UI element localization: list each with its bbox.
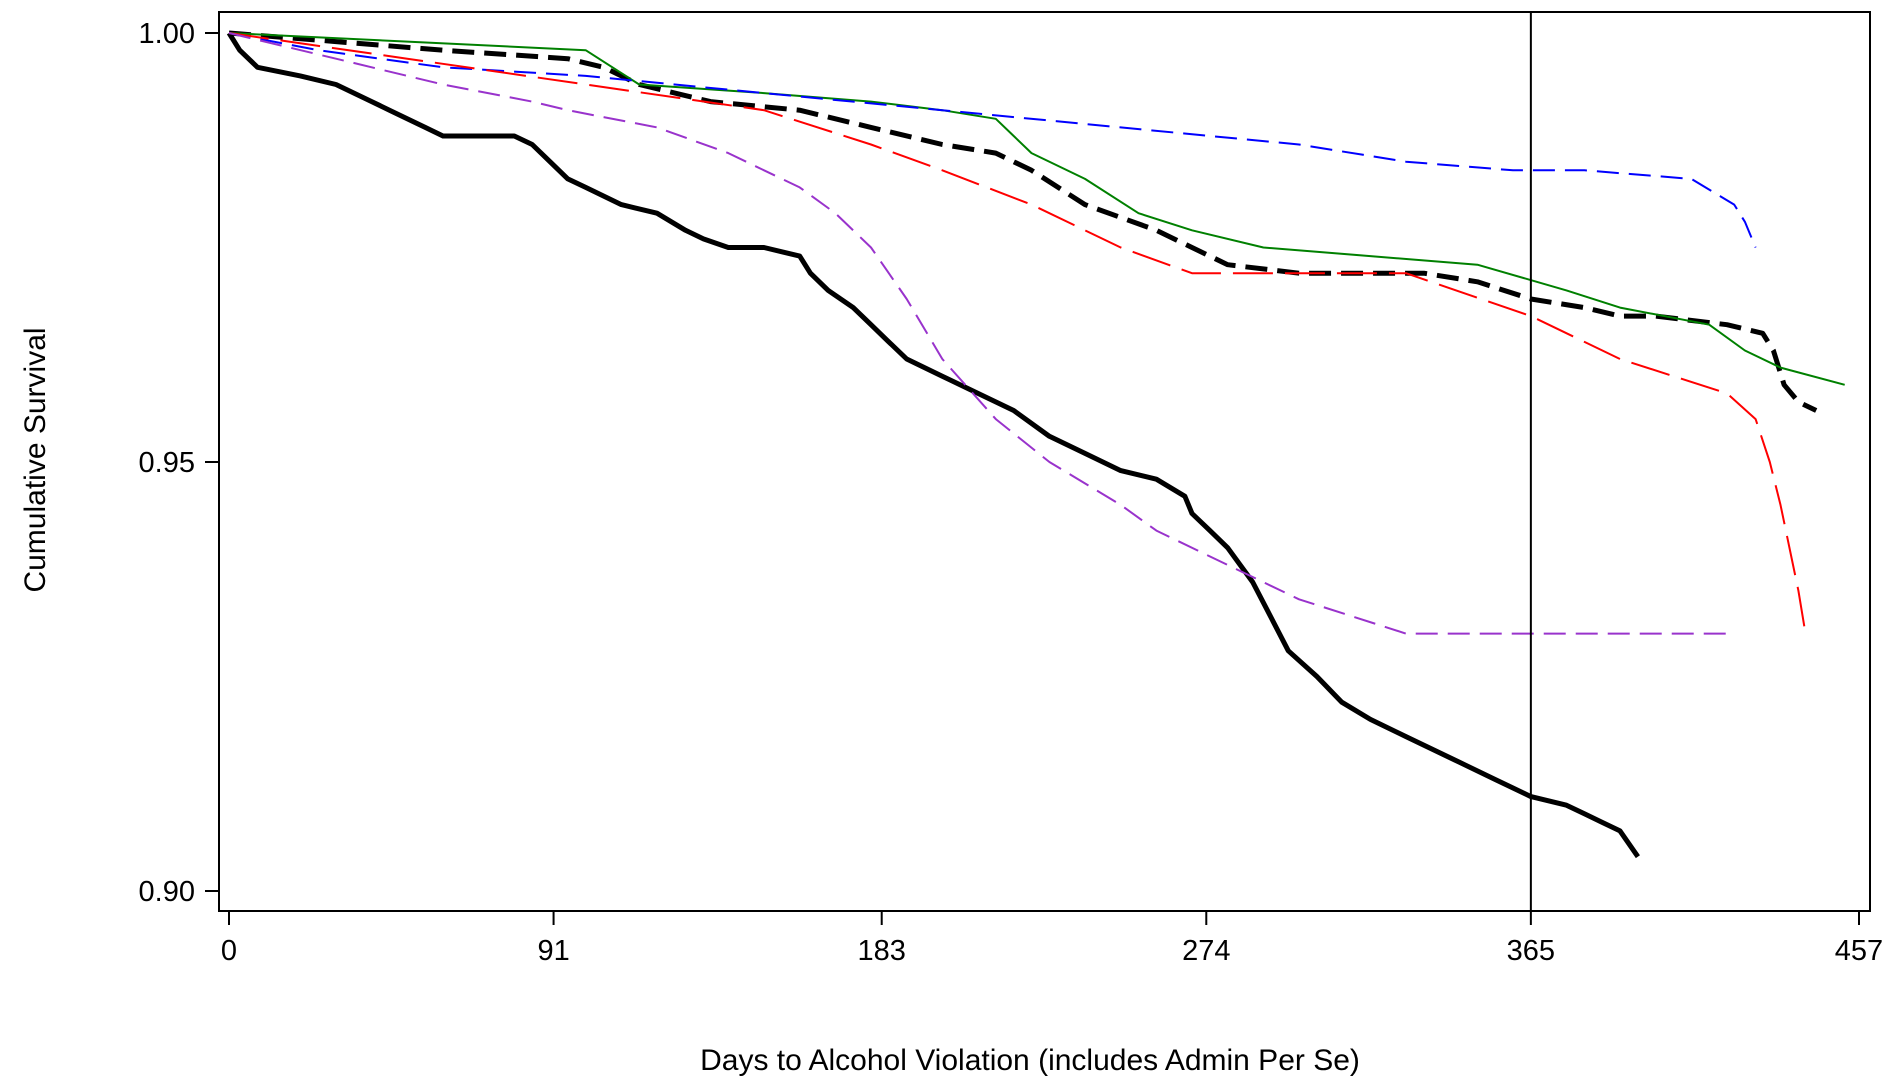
y-tick-label: 0.95 bbox=[139, 447, 195, 479]
y-axis: 0.90 0.95 1.00 bbox=[139, 18, 219, 908]
x-axis: 0 91 183 274 365 457 bbox=[221, 911, 1883, 967]
series-line-2 bbox=[228, 30, 1818, 413]
x-axis-title: Days to Alcohol Violation (includes Admi… bbox=[700, 1044, 1360, 1077]
series-line-1 bbox=[226, 31, 1640, 859]
x-tick-label: 0 bbox=[221, 935, 237, 967]
series-line-3 bbox=[228, 32, 1845, 386]
y-tick-label: 0.90 bbox=[139, 876, 195, 908]
x-tick-label: 274 bbox=[1182, 935, 1230, 967]
x-tick-label: 457 bbox=[1835, 935, 1883, 967]
x-tick-label: 183 bbox=[858, 935, 906, 967]
series-layer bbox=[226, 30, 1845, 859]
series-line-6 bbox=[228, 32, 1727, 635]
y-axis-title: Cumulative Survival bbox=[19, 327, 52, 592]
y-tick-label: 1.00 bbox=[139, 18, 195, 50]
x-tick-label: 91 bbox=[537, 935, 569, 967]
series-line-5 bbox=[228, 32, 1807, 634]
x-tick-label: 365 bbox=[1507, 935, 1555, 967]
plot-frame bbox=[218, 11, 1871, 912]
